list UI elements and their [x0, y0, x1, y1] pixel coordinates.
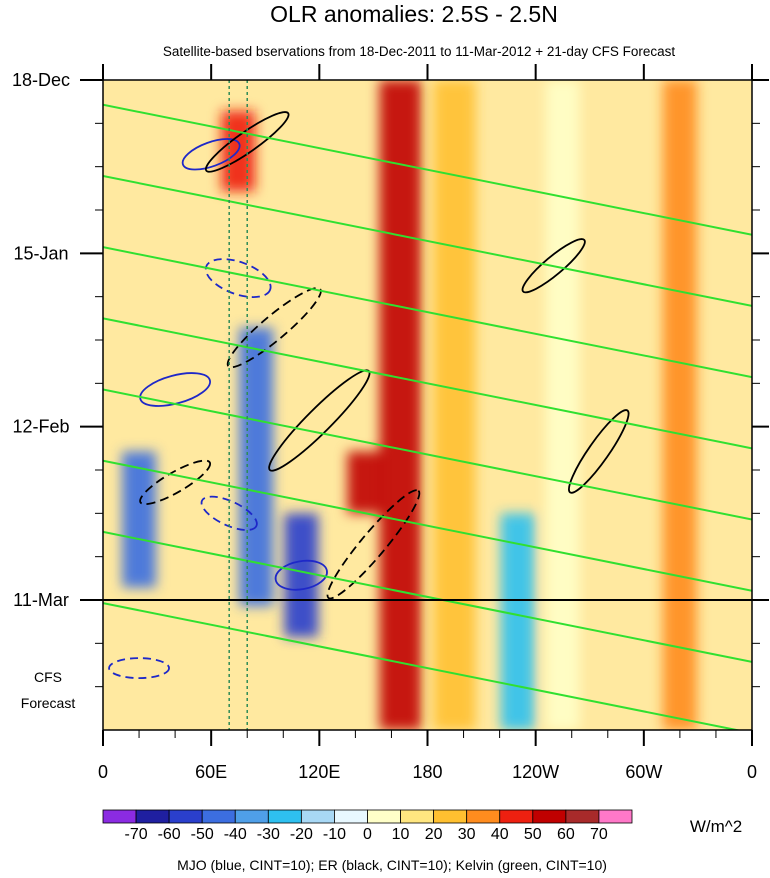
anomaly-feature-4: [347, 451, 382, 514]
colorbar-units: W/m^2: [690, 817, 742, 836]
colorbar-label-7: 0: [363, 826, 372, 843]
x-tick-label-6: 0: [747, 762, 757, 782]
x-tick-label-4: 120W: [512, 762, 559, 782]
colorbar-label-0: -70: [125, 826, 148, 843]
y-tick-label-3: 11-Mar: [13, 590, 69, 610]
colorbar-swatch-11: [466, 809, 501, 824]
kelvin-contour-6: [103, 530, 752, 663]
x-tick-label-0: 0: [98, 762, 108, 782]
kelvin-contours: [103, 103, 752, 730]
x-tick-label-5: 60W: [625, 762, 662, 782]
colorbar-swatch-10: [433, 809, 468, 824]
anomaly-feature-1: [433, 80, 476, 730]
er-contour-0: [204, 111, 290, 173]
anomaly-feature-0: [379, 80, 422, 730]
mjo-contour-2: [139, 372, 211, 407]
anomaly-feature-6: [122, 451, 157, 588]
contour-overlays: [103, 80, 752, 730]
colorbar-label-3: -40: [224, 826, 247, 843]
colorbar-swatch-2: [168, 809, 203, 824]
anomaly-blobs: [122, 80, 697, 730]
plot-background: [103, 80, 752, 730]
kelvin-contour-1: [103, 174, 752, 307]
colorbar-label-11: 40: [491, 826, 509, 843]
y-tick-label-1: 15-Jan: [13, 243, 68, 263]
er-contour-3: [326, 489, 421, 600]
colorbar-swatch-4: [234, 809, 269, 824]
colorbar-label-4: -30: [257, 826, 280, 843]
reference-longitude-lines: [228, 80, 248, 730]
kelvin-contour-5: [103, 459, 752, 592]
kelvin-contour-0: [103, 103, 752, 236]
colorbar-swatch-1: [135, 809, 170, 824]
kelvin-contour-3: [103, 317, 752, 450]
mjo-contour-4: [274, 559, 328, 591]
er-contour-6: [521, 238, 586, 294]
y-tick-label-0: 18-Dec: [12, 70, 70, 90]
x-axis: 0 60E 120E 180 120W 60W 0: [98, 64, 757, 782]
x-tick-label-1: 60E: [195, 762, 227, 782]
mjo-contour-0: [181, 138, 241, 171]
chart-subtitle: Satellite-based bservations from 18-Dec-…: [163, 44, 676, 59]
kelvin-contour-7: [103, 602, 742, 730]
colorbar-label-6: -10: [323, 826, 346, 843]
colorbar-swatch-7: [334, 809, 368, 824]
colorbar-label-13: 60: [557, 826, 575, 843]
mjo-contour-1: [204, 258, 272, 299]
colorbar-label-2: -50: [191, 826, 214, 843]
anomaly-feature-8: [662, 80, 697, 730]
colorbar-swatch-15: [598, 809, 633, 824]
colorbar-swatch-13: [532, 809, 567, 824]
y-axis: 18-Dec 15-Jan 12-Feb 11-Mar: [12, 70, 769, 688]
anomaly-feature-9: [500, 513, 535, 730]
colorbar-swatch-3: [201, 809, 236, 824]
er-contour-4: [568, 409, 630, 494]
colorbar-swatch-0: [102, 809, 137, 824]
colorbar-swatch-9: [400, 809, 435, 824]
forecast-label-line1: CFS: [34, 669, 62, 685]
colorbar-label-8: 10: [392, 826, 410, 843]
anomaly-feature-7: [284, 513, 319, 638]
colorbar-swatch-5: [267, 809, 302, 824]
colorbar-label-5: -20: [290, 826, 313, 843]
kelvin-contour-2: [103, 246, 752, 379]
colorbar-label-10: 30: [458, 826, 476, 843]
kelvin-contour-4: [103, 388, 752, 521]
colorbar-swatch-6: [300, 809, 335, 824]
colorbar-label-14: 70: [590, 826, 608, 843]
chart-title: OLR anomalies: 2.5S - 2.5N: [270, 1, 558, 27]
colorbar-label-12: 50: [524, 826, 542, 843]
mjo-contour-5: [108, 657, 170, 679]
mjo-contours: [108, 138, 328, 679]
colorbar-swatch-8: [367, 809, 401, 824]
colorbar-label-1: -60: [158, 826, 181, 843]
plot-area: 18-Dec 15-Jan 12-Feb 11-Mar 0 60E 120E 180 120W…: [12, 64, 769, 782]
x-tick-label-3: 180: [412, 762, 442, 782]
colorbar: -70 -60 -50 -40 -30 -20 -10 0 10 20 30 40 50 60 70: [102, 809, 633, 843]
footer-caption: MJO (blue, CINT=10); ER (black, CINT=10)…: [177, 857, 607, 873]
er-contours: [139, 111, 630, 600]
er-contour-1: [226, 287, 322, 369]
colorbar-swatch-14: [565, 809, 600, 824]
colorbar-swatch-12: [499, 809, 534, 824]
anomaly-field: [122, 80, 697, 730]
y-tick-label-2: 12-Feb: [12, 417, 69, 437]
forecast-label-line2: Forecast: [21, 695, 76, 711]
x-tick-label-2: 120E: [298, 762, 340, 782]
mjo-contour-3: [200, 495, 258, 531]
anomaly-feature-2: [545, 80, 580, 730]
colorbar-label-9: 20: [425, 826, 443, 843]
